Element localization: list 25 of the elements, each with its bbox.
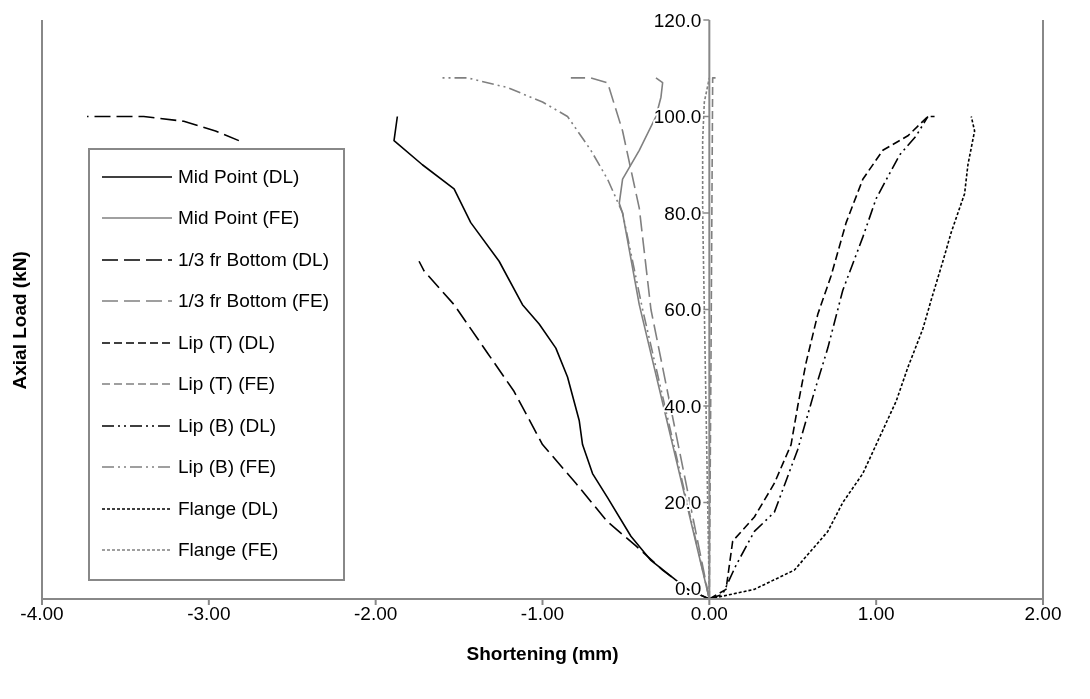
legend-label: 1/3 fr Bottom (DL) bbox=[178, 248, 329, 271]
x-tick-label: 1.00 bbox=[857, 603, 895, 625]
x-tick-label: 0.00 bbox=[690, 603, 728, 625]
legend-label: Flange (DL) bbox=[178, 497, 279, 520]
y-tick-label: 100.0 bbox=[653, 106, 702, 128]
x-tick-label: -1.00 bbox=[520, 603, 565, 625]
legend-label: Lip (B) (FE) bbox=[178, 456, 277, 479]
x-tick-label: -3.00 bbox=[187, 603, 231, 625]
y-tick-label: 60.0 bbox=[664, 299, 702, 321]
y-tick-label: 20.0 bbox=[664, 492, 702, 514]
y-axis-title: Axial Load (kN) bbox=[8, 251, 30, 390]
x-axis-title: Shortening (mm) bbox=[466, 643, 619, 664]
y-tick-label: 120.0 bbox=[653, 9, 702, 31]
legend-label: Lip (T) (DL) bbox=[178, 331, 276, 354]
legend-label: Mid Point (FE) bbox=[178, 207, 300, 230]
legend-label: Mid Point (DL) bbox=[178, 165, 300, 188]
legend-label: Lip (B) (DL) bbox=[178, 414, 277, 437]
x-tick-label: -2.00 bbox=[354, 603, 398, 625]
legend-label: Flange (FE) bbox=[178, 539, 279, 562]
y-tick-label: 40.0 bbox=[664, 395, 702, 417]
x-tick-label: 2.00 bbox=[1024, 603, 1062, 625]
legend-label: 1/3 fr Bottom (FE) bbox=[178, 290, 329, 313]
legend-label: Lip (T) (FE) bbox=[178, 373, 276, 396]
y-tick-label: 80.0 bbox=[664, 202, 702, 224]
x-tick-label: -4.00 bbox=[20, 603, 64, 625]
